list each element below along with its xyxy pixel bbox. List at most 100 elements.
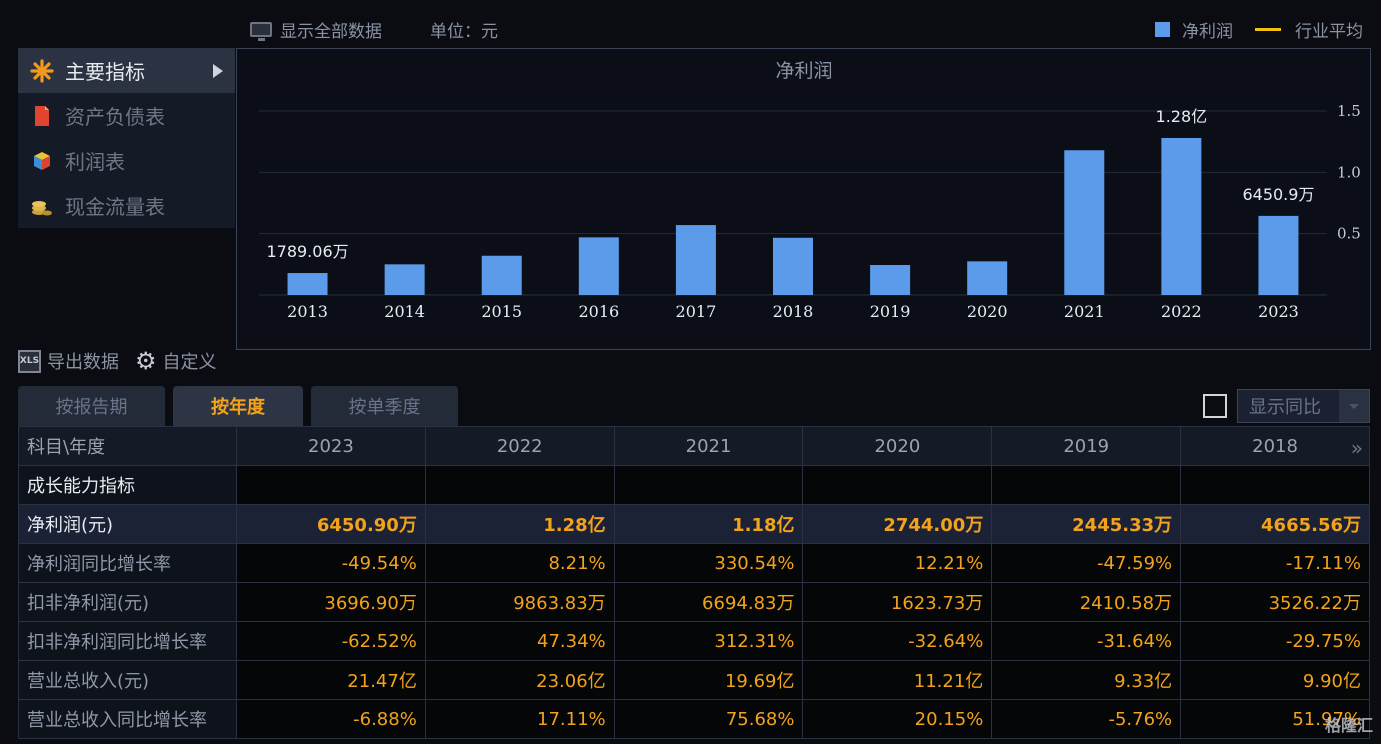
table-row[interactable]: 营业总收入(元) 21.47亿 23.06亿 19.69亿 11.21亿 9.3… (18, 660, 1370, 700)
show-yoy-label: 显示同比 (1249, 397, 1321, 418)
cell-value: 4665.56万 (1180, 504, 1370, 544)
chevron-right-icon (213, 64, 223, 78)
chart-title: 净利润 (775, 60, 832, 82)
bar (675, 225, 716, 295)
bar (773, 237, 813, 295)
legend-industry-avg[interactable]: 行业平均 (1295, 22, 1363, 42)
asterisk-icon (30, 58, 54, 83)
menu-item-main-indicators[interactable]: 主要指标 (18, 48, 235, 93)
cell-value: 1623.73万 (802, 582, 993, 622)
legend-line-icon (1255, 28, 1281, 31)
export-data-button[interactable]: XLS 导出数据 (18, 348, 119, 374)
table-row[interactable]: 营业总收入同比增长率 -6.88% 17.11% 75.68% 20.15% -… (18, 699, 1370, 739)
indicator-table: 科目\年度 2023 2022 2021 2020 2019 2018 » 成长… (18, 426, 1370, 739)
cell-value: -47.59% (991, 543, 1182, 583)
cell-value: 2410.58万 (991, 582, 1182, 622)
period-tabs: 按报告期 按年度 按单季度 (18, 386, 466, 426)
cell-value: 11.21亿 (802, 660, 993, 700)
double-chevron-right-icon[interactable]: » (1350, 436, 1363, 460)
year-header: 2018 (1252, 435, 1298, 457)
menu-item-income-statement[interactable]: 利润表 (18, 138, 235, 183)
cell-value: 2744.00万 (802, 504, 993, 544)
data-label: 6450.9万 (1242, 185, 1314, 204)
bar (384, 264, 425, 295)
row-name: 扣非净利润同比增长率 (18, 621, 237, 661)
year-header: 2022 (424, 426, 615, 466)
cell-value: -49.54% (236, 543, 426, 583)
section-row: 成长能力指标 (18, 465, 1370, 505)
table-row[interactable]: 扣非净利润同比增长率 -62.52% 47.34% 312.31% -32.64… (18, 621, 1370, 661)
chart-legend: 净利润 行业平均 (1155, 17, 1363, 42)
cell-value: 9.33亿 (991, 660, 1182, 700)
cell-value: 51.97% (1180, 699, 1370, 739)
cell-value: 20.15% (802, 699, 993, 739)
section-title: 成长能力指标 (18, 465, 237, 505)
y-tick-label: 0.5 (1337, 225, 1361, 243)
bar (1161, 137, 1202, 295)
show-yoy-checkbox[interactable] (1203, 394, 1227, 418)
bar (870, 265, 911, 295)
export-label: 导出数据 (47, 352, 119, 373)
cell-value: -29.75% (1180, 621, 1370, 661)
unit-label: 单位：元 (430, 22, 498, 42)
show-yoy-select[interactable]: 显示同比 (1237, 389, 1370, 423)
cell-value: 12.21% (802, 543, 993, 583)
coins-icon (30, 194, 54, 218)
cell-value: 3526.22万 (1180, 582, 1370, 622)
year-header-last: 2018 » (1180, 426, 1370, 466)
show-yoy-control: 显示同比 (1203, 389, 1370, 423)
year-header: 2019 (991, 426, 1182, 466)
cell-value: 9.90亿 (1180, 660, 1370, 700)
side-menu: 主要指标 资产负债表 利润表 现金流量表 (18, 48, 235, 228)
year-header: 2023 (236, 426, 426, 466)
cell-value: 6450.90万 (236, 504, 426, 544)
cell-value: 1.18亿 (613, 504, 804, 544)
legend-net-profit[interactable]: 净利润 (1182, 22, 1233, 42)
row-name: 营业总收入同比增长率 (18, 699, 237, 739)
legend-square-icon (1155, 22, 1170, 37)
table-row[interactable]: 净利润(元) 6450.90万 1.28亿 1.18亿 2744.00万 244… (18, 504, 1370, 544)
top-bar: 显示全部数据 单位：元 净利润 行业平均 (0, 0, 1381, 48)
cell-value: 8.21% (424, 543, 615, 583)
tab-by-year[interactable]: 按年度 (173, 386, 303, 426)
row-name: 营业总收入(元) (18, 660, 237, 700)
chevron-down-icon[interactable] (1339, 390, 1369, 422)
cell-value: 9863.83万 (424, 582, 615, 622)
tab-by-report-period[interactable]: 按报告期 (18, 386, 165, 426)
cell-value: -32.64% (802, 621, 993, 661)
customize-button[interactable]: ⚙ 自定义 (135, 348, 217, 374)
net-profit-chart: 净利润 0.5 1.0 1.5 2013 2014 2015 2016 2017 2018 2019… (236, 48, 1371, 350)
cell-value: -17.11% (1180, 543, 1370, 583)
menu-item-balance-sheet[interactable]: 资产负债表 (18, 93, 235, 138)
cell-value: 2445.33万 (991, 504, 1182, 544)
table-header-row: 科目\年度 2023 2022 2021 2020 2019 2018 » (18, 426, 1370, 466)
cell-value: 6694.83万 (613, 582, 804, 622)
tab-by-quarter[interactable]: 按单季度 (311, 386, 458, 426)
cell-value: -6.88% (236, 699, 426, 739)
x-tick-label: 2013 (287, 302, 328, 321)
x-tick-label: 2015 (481, 302, 522, 321)
watermark-logo: 格隆汇 (1324, 716, 1373, 735)
row-name: 净利润同比增长率 (18, 543, 237, 583)
x-tick-label: 2016 (578, 302, 619, 321)
excel-icon: XLS (18, 349, 41, 373)
table-row[interactable]: 扣非净利润(元) 3696.90万 9863.83万 6694.83万 1623… (18, 582, 1370, 622)
customize-label: 自定义 (162, 352, 217, 373)
cube-icon (30, 149, 54, 173)
year-header: 2021 (613, 426, 804, 466)
show-all-data-toggle[interactable]: 显示全部数据 (250, 17, 382, 42)
cell-value: 23.06亿 (424, 660, 615, 700)
x-tick-label: 2023 (1258, 302, 1299, 321)
bar (967, 261, 1008, 295)
data-label: 1789.06万 (266, 242, 348, 261)
y-tick-label: 1.5 (1337, 102, 1361, 120)
cell-value: 19.69亿 (613, 660, 804, 700)
menu-item-cash-flow[interactable]: 现金流量表 (18, 183, 235, 228)
tool-bar: XLS 导出数据 ⚙ 自定义 (18, 348, 233, 374)
menu-item-label: 主要指标 (65, 60, 145, 84)
bar (1258, 215, 1299, 295)
row-name: 净利润(元) (18, 504, 237, 544)
cell-value: -62.52% (236, 621, 426, 661)
x-tick-label: 2020 (967, 302, 1008, 321)
table-row[interactable]: 净利润同比增长率 -49.54% 8.21% 330.54% 12.21% -4… (18, 543, 1370, 583)
